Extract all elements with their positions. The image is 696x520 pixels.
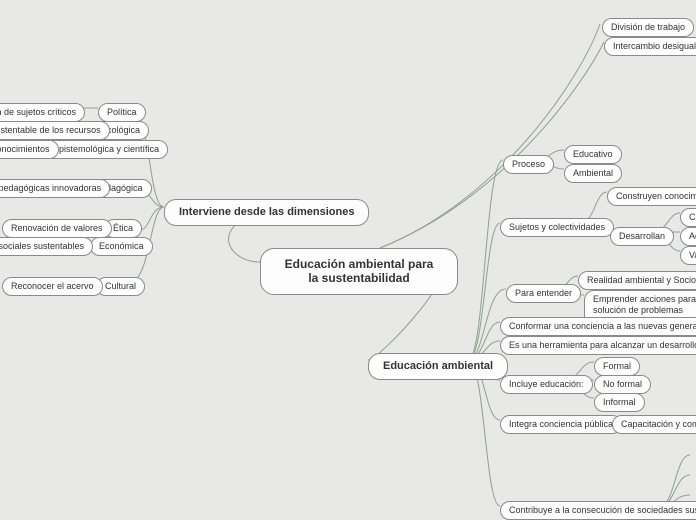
tag-cultural[interactable]: Cultural (96, 277, 145, 296)
center-node[interactable]: Educación ambiental para la sustentabili… (260, 248, 458, 295)
node-desarrollan[interactable]: Desarrollan (610, 227, 674, 246)
node-capacitacion[interactable]: Capacitación y comunicación (612, 415, 696, 434)
desc-ecologica[interactable]: Manejo sustentable de los recursos (0, 121, 110, 140)
left-main-node[interactable]: Interviene desde las dimensiones (164, 199, 369, 226)
node-construyen[interactable]: Construyen conocimientos (607, 187, 696, 206)
desc-cultural[interactable]: Reconocer el acervo (2, 277, 103, 296)
mindmap-canvas: { "colors":{"bg":"#e8e8e7","node_fill":"… (0, 0, 696, 520)
desc-epistemologica[interactable]: Nuevos conocimientos (0, 140, 59, 159)
right-main-node[interactable]: Educación ambiental (368, 353, 508, 380)
node-intercambio[interactable]: Intercambio desigual de mercancías (604, 37, 696, 56)
desc-politica[interactable]: Formación de sujetos críticos (0, 103, 85, 122)
node-formal[interactable]: Formal (594, 357, 640, 376)
tag-economica[interactable]: Económica (90, 237, 153, 256)
desc-economica[interactable]: Sistemas sociales sustentables (0, 237, 93, 256)
node-valores[interactable]: Valores (680, 246, 696, 265)
node-para-entender[interactable]: Para entender (506, 284, 581, 303)
node-sujetos[interactable]: Sujetos y colectividades (500, 218, 614, 237)
node-noformal[interactable]: No formal (594, 375, 651, 394)
node-realidad[interactable]: Realidad ambiental y Sociocultural (578, 271, 696, 290)
node-actitudes[interactable]: Actitudes (680, 227, 696, 246)
node-ambiental[interactable]: Ambiental (564, 164, 622, 183)
node-integra[interactable]: Integra conciencia pública (500, 415, 622, 434)
node-herramienta[interactable]: Es una herramienta para alcanzar un desa… (500, 336, 696, 355)
node-contribuye[interactable]: Contribuye a la consecución de sociedade… (500, 501, 696, 520)
node-capacidades[interactable]: Capacidades (680, 208, 696, 227)
node-educativo[interactable]: Educativo (564, 145, 622, 164)
node-division-trabajo[interactable]: División de trabajo (602, 18, 694, 37)
node-conformar[interactable]: Conformar una conciencia a las nuevas ge… (500, 317, 696, 336)
node-incluye[interactable]: Incluye educación: (500, 375, 593, 394)
node-proceso[interactable]: Proceso (503, 155, 554, 174)
desc-pedagogica[interactable]: Prácticas pedagógicas innovadoras (0, 179, 110, 198)
desc-etica[interactable]: Renovación de valores (2, 219, 112, 238)
node-informal[interactable]: Informal (594, 393, 645, 412)
tag-politica[interactable]: Política (98, 103, 146, 122)
tag-epistemologica[interactable]: Epistemológica y científica (44, 140, 168, 159)
